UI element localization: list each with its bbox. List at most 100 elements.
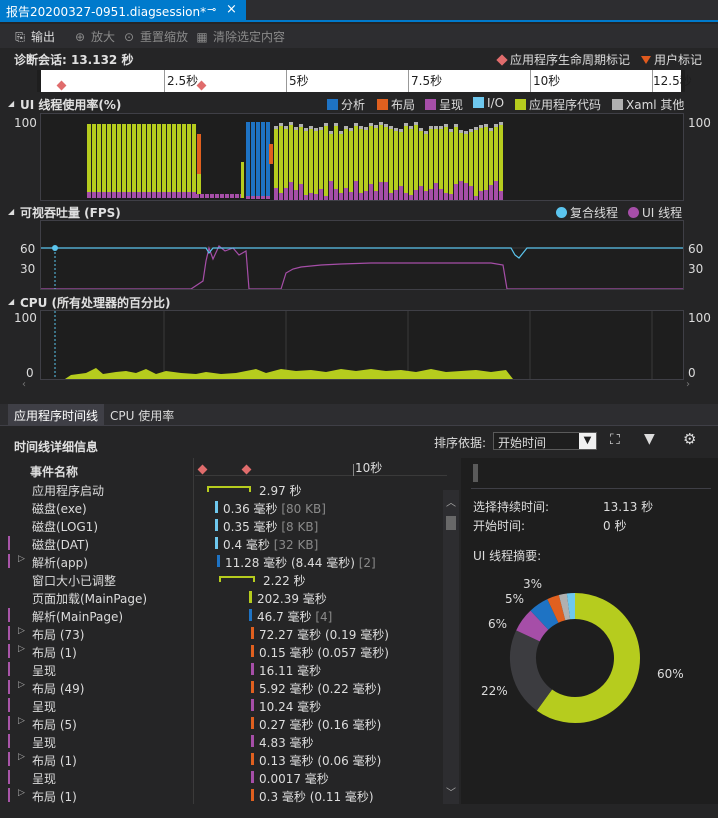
table-row[interactable]: ▷ 布局 (5) 0.27 毫秒 (0.16 毫秒) bbox=[8, 714, 448, 732]
event-extra: [8 KB] bbox=[277, 520, 319, 534]
event-bar[interactable] bbox=[251, 717, 254, 729]
chart-horizontal-scroll[interactable]: ‹ › bbox=[14, 379, 704, 393]
event-bar[interactable] bbox=[249, 591, 252, 603]
magnifier-plus-icon: ⊕ bbox=[74, 30, 86, 44]
fps-chart[interactable] bbox=[40, 220, 684, 290]
event-span[interactable] bbox=[207, 486, 251, 492]
event-bar[interactable] bbox=[215, 537, 218, 549]
event-bar[interactable] bbox=[215, 501, 218, 513]
usage-bar-segment bbox=[329, 131, 333, 181]
event-span[interactable] bbox=[219, 576, 255, 582]
usage-bar-segment bbox=[394, 190, 398, 200]
usage-bar-segment bbox=[241, 162, 244, 198]
selection-handle-right[interactable] bbox=[681, 70, 685, 92]
expand-icon[interactable]: ▷ bbox=[18, 716, 25, 726]
zoom-fit-icon[interactable]: ⛶ bbox=[610, 432, 620, 448]
ruler-label: 2.5秒 bbox=[167, 74, 199, 88]
expand-icon[interactable]: ▷ bbox=[18, 626, 25, 636]
event-bar[interactable] bbox=[251, 627, 254, 639]
table-row[interactable]: 磁盘(LOG1) 0.35 毫秒 [8 KB] bbox=[8, 516, 448, 534]
timeline-ruler[interactable]: 2.5秒 5秒 7.5秒 10秒 12.5秒 bbox=[37, 70, 692, 92]
event-bar[interactable] bbox=[251, 771, 254, 783]
scroll-thumb[interactable] bbox=[446, 516, 456, 530]
table-row[interactable]: ▷ 布局 (73) 72.27 毫秒 (0.19 毫秒) bbox=[8, 624, 448, 642]
event-bar[interactable] bbox=[249, 609, 252, 621]
usage-bar-segment bbox=[349, 128, 353, 131]
table-row[interactable]: 磁盘(exe) 0.36 毫秒 [80 KB] bbox=[8, 498, 448, 516]
clear-selection-button[interactable]: ▦ 清除选定内容 bbox=[194, 28, 285, 45]
tab-cpu-usage[interactable]: CPU 使用率 bbox=[110, 409, 175, 423]
event-name: 解析(MainPage) bbox=[32, 610, 124, 624]
usage-bar-segment bbox=[309, 126, 313, 129]
usage-bar-segment bbox=[404, 123, 408, 193]
expand-icon[interactable]: ▷ bbox=[18, 644, 25, 654]
cpu-area bbox=[54, 311, 653, 379]
table-row[interactable]: 窗口大小已调整 2.22 秒 bbox=[8, 570, 448, 588]
document-tab[interactable]: 报告20200327-0951.diagsession* ⊸ × bbox=[0, 0, 246, 22]
usage-bar-segment bbox=[464, 183, 468, 200]
table-row[interactable]: ▷ 解析(app) 11.28 毫秒 (8.44 毫秒) [2] bbox=[8, 552, 448, 570]
table-row[interactable]: 页面加载(MainPage) 202.39 毫秒 bbox=[8, 588, 448, 606]
zoom-in-button[interactable]: ⊕ 放大 bbox=[72, 28, 115, 45]
table-row[interactable]: ▷ 布局 (1) 0.3 毫秒 (0.11 毫秒) bbox=[8, 786, 448, 804]
ui-summary-donut[interactable] bbox=[509, 592, 641, 724]
table-row[interactable]: ▷ 布局 (49) 5.92 毫秒 (0.22 毫秒) bbox=[8, 678, 448, 696]
details-scrollbar[interactable]: ︿ ﹀ bbox=[443, 490, 459, 804]
close-icon[interactable]: × bbox=[226, 2, 237, 17]
column-header-event[interactable]: 事件名称 bbox=[30, 465, 79, 479]
collapse-icon[interactable]: ◢ bbox=[8, 207, 15, 216]
collapse-icon[interactable]: ◢ bbox=[8, 297, 15, 306]
lifecycle-marker-1[interactable] bbox=[56, 80, 67, 91]
gear-icon[interactable]: ⚙ bbox=[683, 430, 697, 448]
table-row[interactable]: 磁盘(DAT) 0.4 毫秒 [32 KB] bbox=[8, 534, 448, 552]
event-bar[interactable] bbox=[251, 645, 254, 657]
selection-handle-left[interactable] bbox=[37, 70, 41, 92]
expand-icon[interactable]: ▷ bbox=[18, 680, 25, 690]
table-row[interactable]: 呈现 16.11 毫秒 bbox=[8, 660, 448, 678]
event-name: 布局 (1) bbox=[32, 646, 77, 660]
event-bar[interactable] bbox=[251, 735, 254, 747]
expand-icon[interactable]: ▷ bbox=[18, 554, 25, 564]
collapse-icon[interactable]: ◢ bbox=[8, 99, 15, 108]
event-name: 页面加载(MainPage) bbox=[32, 592, 148, 606]
table-row[interactable]: 呈现 10.24 毫秒 bbox=[8, 696, 448, 714]
event-name: 布局 (1) bbox=[32, 790, 77, 804]
table-row[interactable]: ▷ 布局 (1) 0.15 毫秒 (0.057 毫秒) bbox=[8, 642, 448, 660]
event-bar[interactable] bbox=[217, 555, 220, 567]
table-row[interactable]: 呈现 4.83 毫秒 bbox=[8, 732, 448, 750]
usage-bar-segment bbox=[256, 196, 260, 199]
expand-icon[interactable]: ▷ bbox=[18, 788, 25, 798]
event-bar[interactable] bbox=[215, 519, 218, 531]
reset-zoom-button[interactable]: ⊙ 重置缩放 bbox=[121, 28, 188, 45]
chevron-down-icon[interactable]: ▼ bbox=[579, 433, 596, 449]
event-bar[interactable] bbox=[251, 663, 254, 675]
donut-slice-3 bbox=[530, 599, 559, 630]
event-bar[interactable] bbox=[251, 789, 254, 801]
usage-bar-segment bbox=[374, 125, 378, 128]
pin-icon[interactable]: ⊸ bbox=[207, 3, 217, 16]
event-bar[interactable] bbox=[251, 699, 254, 711]
cpu-chart[interactable] bbox=[40, 310, 684, 380]
ui-usage-chart[interactable] bbox=[40, 113, 684, 201]
scroll-left-icon[interactable]: ‹ bbox=[22, 379, 26, 390]
filter-icon[interactable]: ▼ bbox=[644, 431, 655, 447]
event-bar[interactable] bbox=[251, 753, 254, 765]
scroll-up-icon[interactable]: ︿ bbox=[446, 498, 456, 509]
usage-bar-segment bbox=[92, 124, 96, 192]
table-row[interactable]: 应用程序启动 2.97 秒 bbox=[8, 480, 448, 498]
usage-bar-segment bbox=[354, 123, 358, 181]
event-extra: [80 KB] bbox=[277, 502, 326, 516]
usage-bar-segment bbox=[484, 124, 488, 127]
table-row[interactable]: 解析(MainPage) 46.7 毫秒 [4] bbox=[8, 606, 448, 624]
usage-bar-segment bbox=[364, 127, 368, 130]
sort-select[interactable]: 开始时间 ▼ bbox=[493, 432, 597, 450]
table-row[interactable]: 呈现 0.0017 毫秒 bbox=[8, 768, 448, 786]
expand-icon[interactable]: ▷ bbox=[18, 752, 25, 762]
tab-app-timeline[interactable]: 应用程序时间线 bbox=[8, 404, 105, 426]
usage-bar-segment bbox=[319, 127, 323, 189]
table-row[interactable]: ▷ 布局 (1) 0.13 毫秒 (0.06 毫秒) bbox=[8, 750, 448, 768]
event-bar[interactable] bbox=[251, 681, 254, 693]
export-button[interactable]: ⎘ 输出 bbox=[12, 28, 55, 45]
scroll-down-icon[interactable]: ﹀ bbox=[446, 788, 456, 799]
scroll-right-icon[interactable]: › bbox=[686, 379, 690, 390]
